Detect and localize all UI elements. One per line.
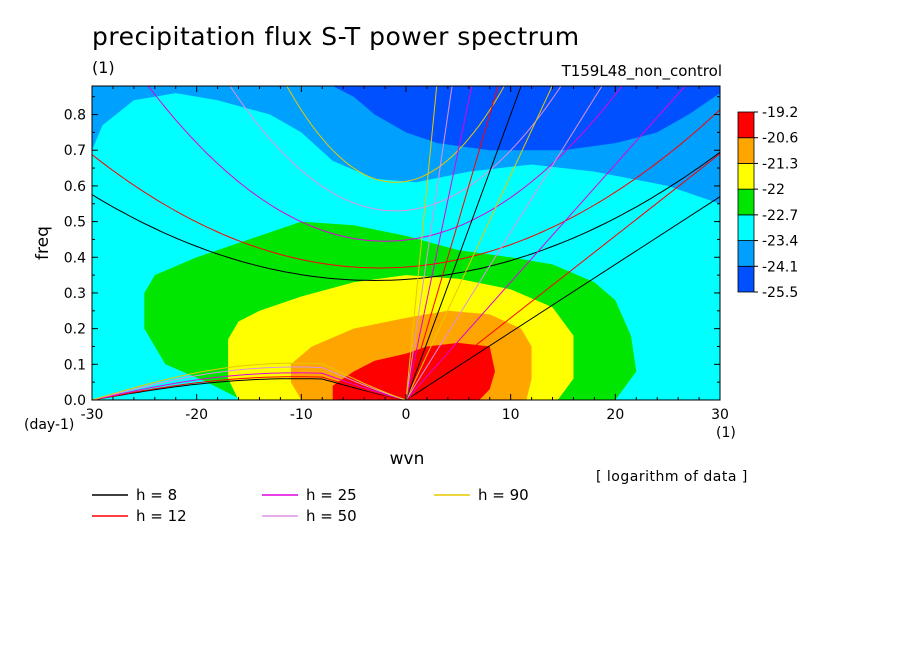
colorbar: -19.2 -20.6 -21.3 -22 -22.7 -23.4 -24.1 -25.5 xyxy=(737,105,798,301)
kelvin-line xyxy=(405,196,720,400)
chart-title: precipitation flux S-T power spectrum xyxy=(92,22,580,51)
x-axis-label: wvn xyxy=(390,449,425,469)
colorbar-label: -20.6 xyxy=(762,131,798,147)
rossby-curve xyxy=(92,366,407,400)
legend-label: h = 50 xyxy=(306,507,357,525)
colorbar-label: -22.7 xyxy=(762,208,798,224)
y-tick-label: 0.4 xyxy=(64,250,86,266)
ig-curve xyxy=(286,86,505,183)
x-tick-label: 20 xyxy=(606,407,624,423)
y-axis-label: freq xyxy=(33,226,53,260)
rossby-curve xyxy=(92,378,407,400)
contour-fields xyxy=(92,86,720,400)
ig-curve xyxy=(147,86,623,242)
legend-label: h = 12 xyxy=(136,507,187,525)
rossby-curve xyxy=(92,372,407,400)
x-tick-label: 0 xyxy=(402,407,411,423)
x-tick-label: -20 xyxy=(185,407,208,423)
colorbar-swatch xyxy=(737,137,755,164)
y-tick-label: 0.5 xyxy=(64,215,86,231)
y-tick-label: 0.3 xyxy=(64,286,86,302)
x-tick-label: 10 xyxy=(502,407,520,423)
colorbar-label: -21.3 xyxy=(762,156,798,172)
y-tick-label: 0.2 xyxy=(64,322,86,338)
kelvin-line xyxy=(405,86,553,400)
run-name: T159L48_non_control xyxy=(561,62,722,80)
y-axis-unit: (day-1) xyxy=(24,417,75,433)
colorbar-label: -22 xyxy=(762,182,785,198)
colorbar-swatch xyxy=(737,265,755,293)
colorbar-swatch xyxy=(737,163,755,190)
colorbar-label: -23.4 xyxy=(762,234,798,250)
ig-curve xyxy=(92,151,720,282)
axes: -30 -20 -10 0 10 20 30 0.0 0.1 0.2 0.3 0.4 0.5 0.6 0.7… xyxy=(64,86,729,423)
y-tick-label: 0.8 xyxy=(64,108,86,124)
kelvin-line xyxy=(405,86,603,400)
steep-line xyxy=(405,86,473,400)
chart-units: (1) xyxy=(92,58,115,77)
y-tick-label: 0.0 xyxy=(64,393,86,409)
y-tick-label: 0.6 xyxy=(64,179,86,195)
rossby-curve xyxy=(92,376,407,400)
contour-band xyxy=(332,342,495,400)
steep-line xyxy=(405,86,453,400)
steep-line xyxy=(405,86,522,400)
y-tick-label: 0.7 xyxy=(64,143,86,159)
legend-label: h = 8 xyxy=(136,486,177,504)
x-axis-unit: (1) xyxy=(716,425,736,441)
colorbar-label: -24.1 xyxy=(762,259,798,275)
rossby-curve xyxy=(92,362,407,400)
curve-legend: h = 8 h = 12 h = 25 h = 50 h = 90 xyxy=(92,486,529,525)
steep-line xyxy=(405,86,499,400)
colorbar-swatch xyxy=(737,111,755,139)
legend-label: h = 90 xyxy=(478,486,529,504)
colorbar-label: -19.2 xyxy=(762,105,798,121)
ig-curve xyxy=(92,109,720,269)
colorbar-swatch xyxy=(737,214,755,241)
kelvin-line xyxy=(405,86,686,400)
log-note: [ logarithm of data ] xyxy=(596,469,748,485)
x-tick-label: -30 xyxy=(81,407,104,423)
colorbar-label: -25.5 xyxy=(762,285,798,301)
dispersion-curves xyxy=(92,86,720,400)
x-tick-label: -10 xyxy=(290,407,313,423)
legend-label: h = 25 xyxy=(306,486,357,504)
y-tick-label: 0.1 xyxy=(64,357,86,373)
ig-curve xyxy=(229,86,562,212)
steep-line xyxy=(405,86,438,400)
x-tick-label: 30 xyxy=(711,407,729,423)
colorbar-swatch xyxy=(737,240,755,267)
kelvin-line xyxy=(405,153,720,400)
colorbar-swatch xyxy=(737,188,755,216)
